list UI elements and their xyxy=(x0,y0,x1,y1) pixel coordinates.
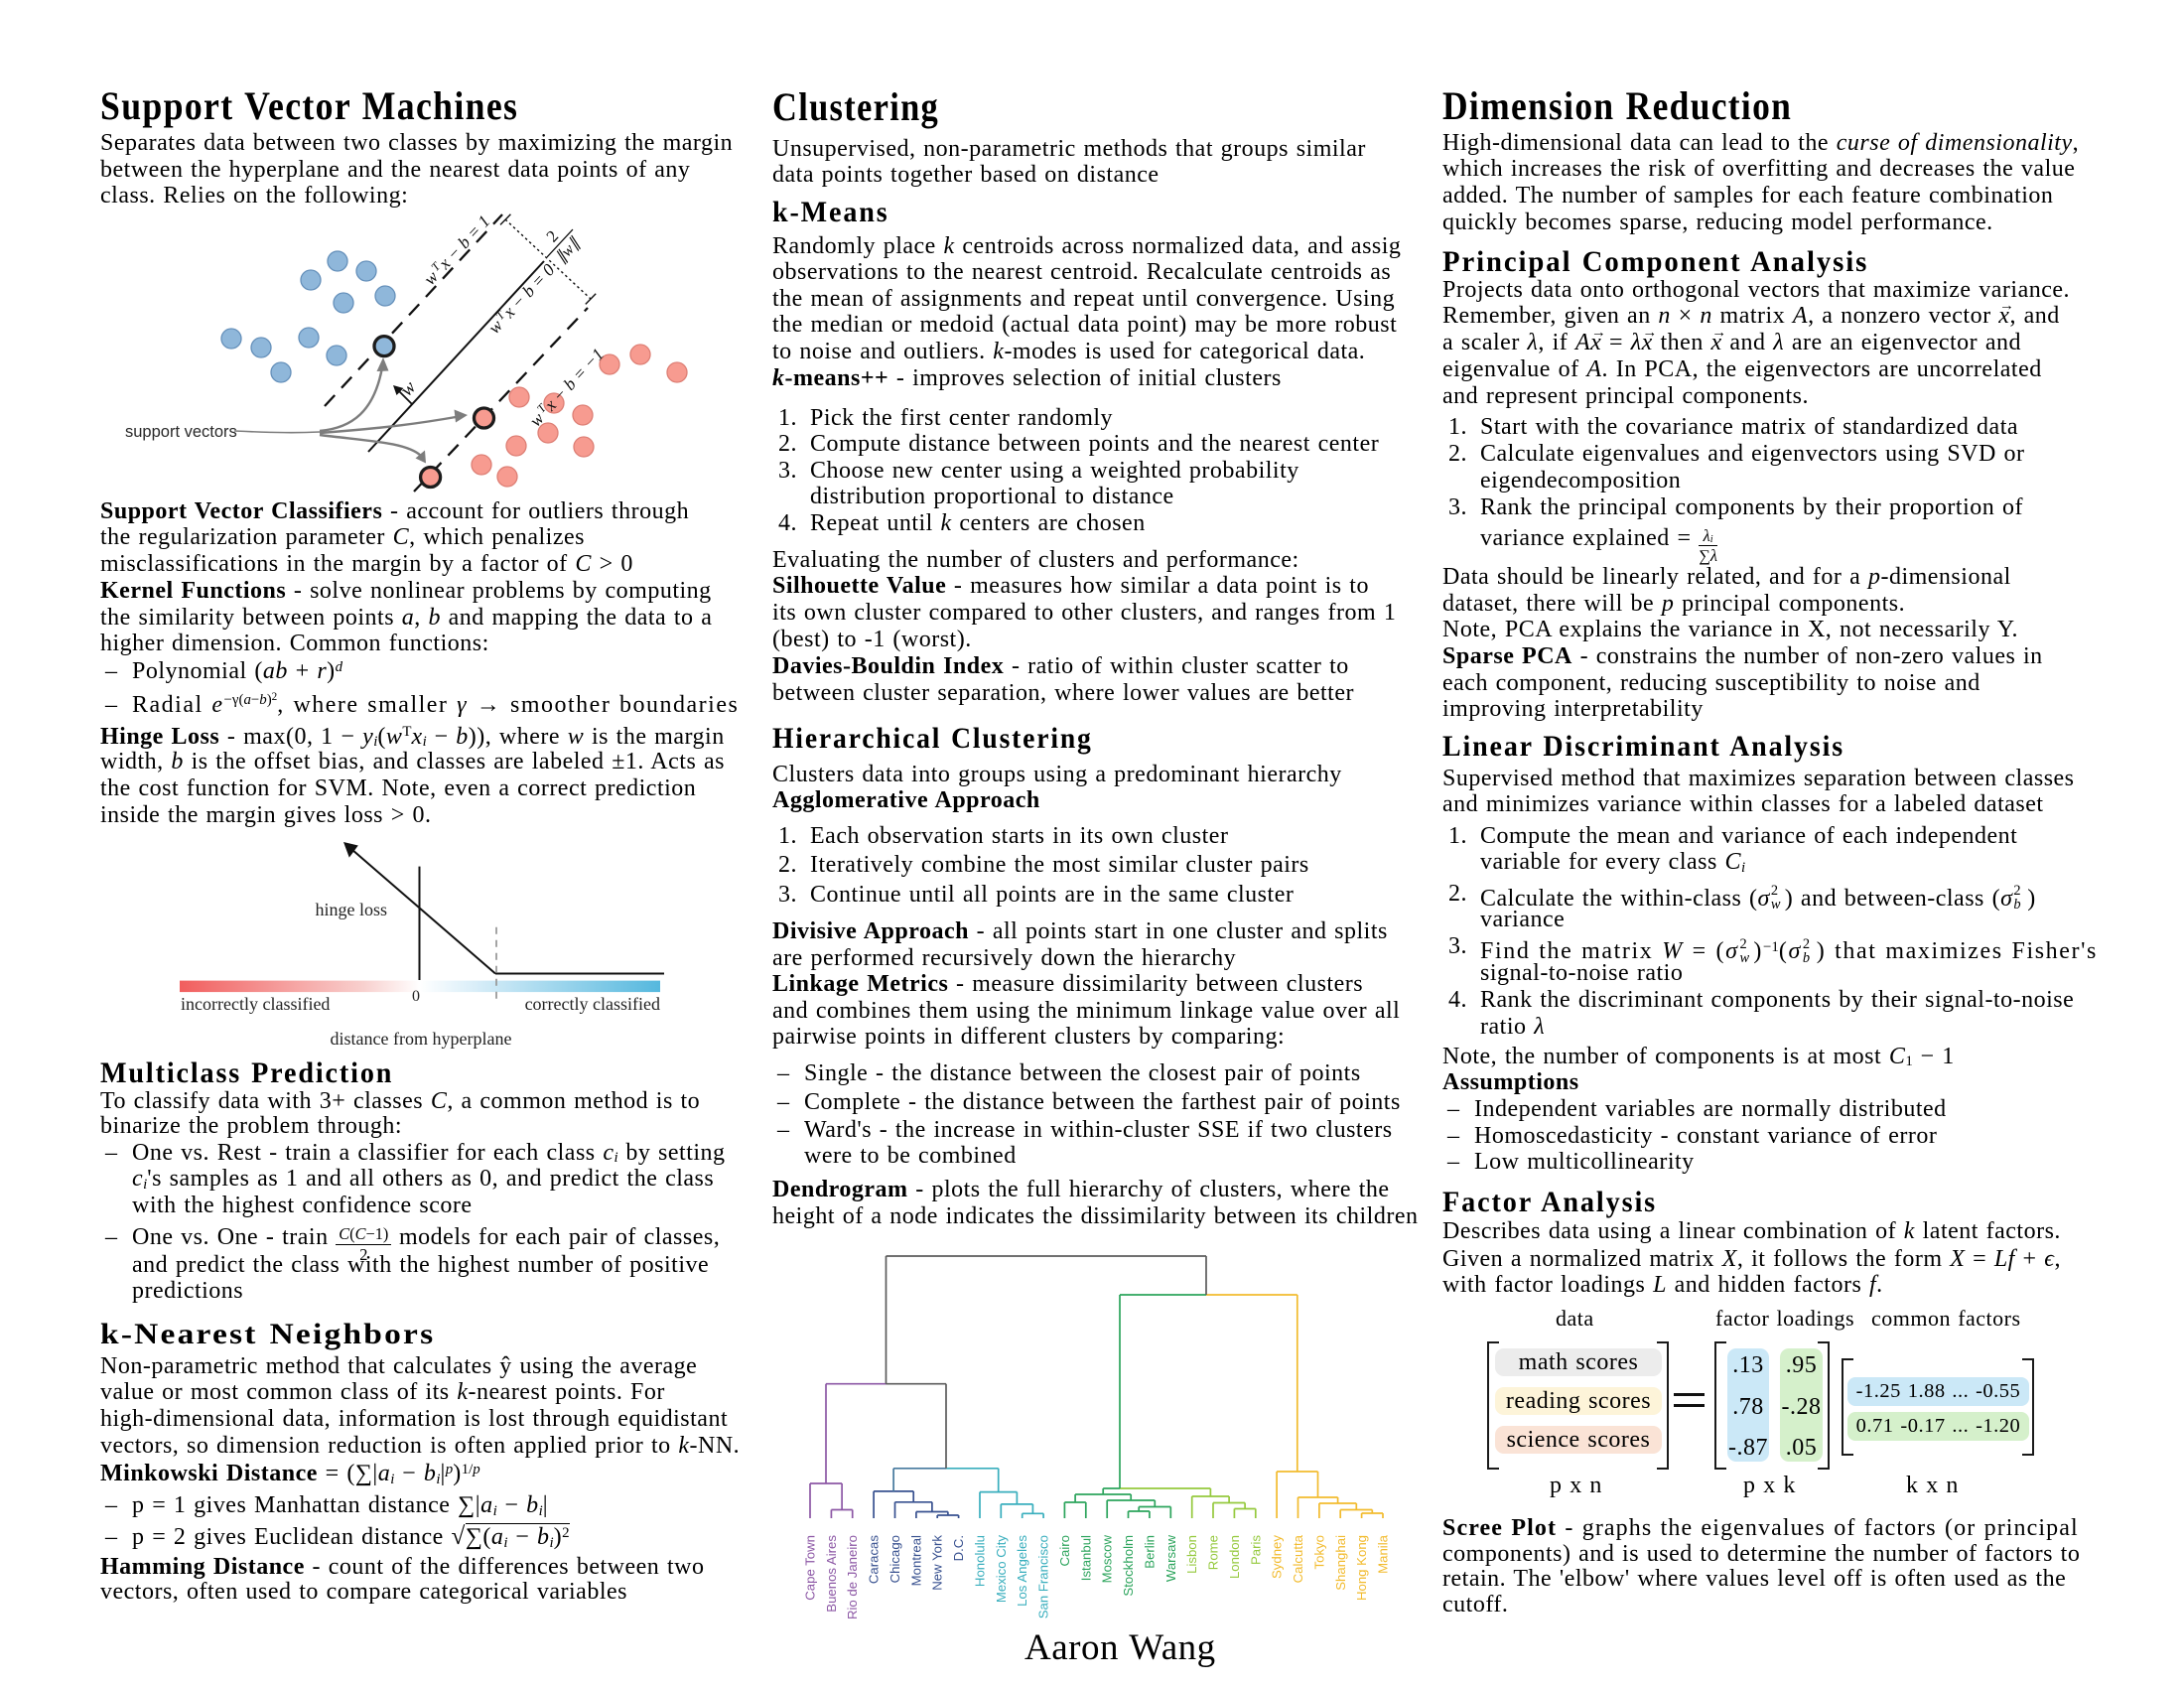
svg-text:Berlin: Berlin xyxy=(1142,1535,1157,1569)
svg-text:Calcutta: Calcutta xyxy=(1291,1534,1305,1583)
svg-text:distance from hyperplane: distance from hyperplane xyxy=(331,1029,512,1049)
svg-text:Istanbul: Istanbul xyxy=(1078,1535,1093,1581)
svg-text:Los Angeles: Los Angeles xyxy=(1015,1535,1029,1607)
svg-text:Moscow: Moscow xyxy=(1100,1535,1115,1584)
svg-text:Cape Town: Cape Town xyxy=(803,1535,818,1601)
svg-text:Stockholm: Stockholm xyxy=(1121,1535,1136,1597)
svg-text:Sydney: Sydney xyxy=(1270,1535,1285,1579)
svg-text:correctly classified: correctly classified xyxy=(525,994,660,1014)
svg-text:London: London xyxy=(1227,1535,1242,1579)
svg-text:Cairo: Cairo xyxy=(1057,1535,1072,1567)
svg-text:Caracas: Caracas xyxy=(867,1535,882,1585)
svg-text:Mexico City: Mexico City xyxy=(994,1535,1009,1604)
svg-text:0: 0 xyxy=(412,988,420,1005)
svg-text:Buenos Aires: Buenos Aires xyxy=(824,1535,839,1613)
svg-text:Paris: Paris xyxy=(1248,1535,1263,1565)
svg-text:Chicago: Chicago xyxy=(887,1535,902,1583)
svg-text:Tokyo: Tokyo xyxy=(1311,1535,1326,1569)
svg-text:2: 2 xyxy=(542,226,562,245)
svg-text:hinge loss: hinge loss xyxy=(315,900,387,919)
svg-text:x − b = 1: x − b = 1 xyxy=(434,211,494,274)
svg-text:Warsaw: Warsaw xyxy=(1163,1535,1178,1583)
svg-text:Manila: Manila xyxy=(1376,1534,1391,1574)
svg-text:D.C.: D.C. xyxy=(951,1535,966,1561)
svg-text:x − b = 0: x − b = 0 xyxy=(498,259,559,322)
svg-text:Rio de Janeiro: Rio de Janeiro xyxy=(845,1535,860,1619)
svg-text:x − b = −1: x − b = −1 xyxy=(539,345,608,416)
svg-text:Lisbon: Lisbon xyxy=(1184,1535,1199,1574)
svg-text:Rome: Rome xyxy=(1206,1535,1221,1570)
svg-text:Shanghai: Shanghai xyxy=(1333,1535,1348,1591)
svg-text:New York: New York xyxy=(930,1535,945,1591)
svg-text:Montreal: Montreal xyxy=(908,1535,923,1586)
svg-text:support vectors: support vectors xyxy=(125,423,237,441)
svg-text:w: w xyxy=(396,377,420,401)
svg-text:incorrectly classified: incorrectly classified xyxy=(181,994,330,1014)
svg-text:Honolulu: Honolulu xyxy=(973,1535,988,1587)
svg-text:San Francisco: San Francisco xyxy=(1036,1535,1051,1618)
svg-text:Hong Kong: Hong Kong xyxy=(1354,1535,1369,1601)
